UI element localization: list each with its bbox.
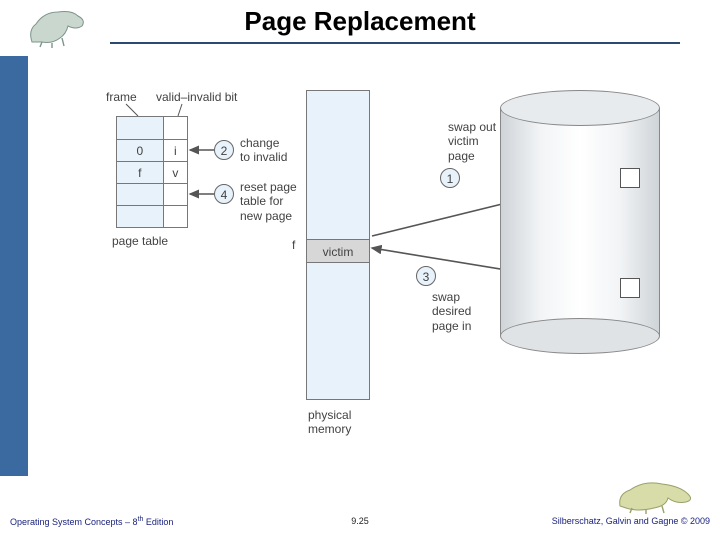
page-table-row: fv	[117, 161, 187, 183]
f-left-label: f	[292, 238, 295, 252]
footer-right: Silberschatz, Galvin and Gagne © 2009	[552, 516, 710, 526]
step-1-badge: 1	[440, 168, 460, 188]
page-title: Page Replacement	[244, 6, 475, 37]
dinosaur-bottom-icon	[614, 474, 702, 514]
step-3-badge: 3	[416, 266, 436, 286]
step-4-badge: 4	[214, 184, 234, 204]
change-to-invalid-label: change to invalid	[240, 136, 287, 165]
page-table-row	[117, 183, 187, 205]
valid-invalid-bit-label: valid–invalid bit	[156, 90, 256, 104]
disk-page-square	[620, 278, 640, 298]
reset-page-table-label: reset page table for new page	[240, 180, 297, 223]
left-sidebar	[0, 56, 28, 476]
footer: Operating System Concepts – 8th Edition …	[0, 516, 720, 534]
disk-cylinder	[500, 90, 660, 354]
swap-out-label: swap out victim page	[448, 120, 496, 163]
page-table-row: 0i	[117, 139, 187, 161]
diagram: frame valid–invalid bit 0i fv page table…	[60, 72, 670, 472]
page-table-row	[117, 205, 187, 227]
frame-label: frame	[106, 90, 137, 104]
page-table-caption: page table	[112, 234, 168, 248]
swap-in-label: swap desired page in	[432, 290, 471, 333]
page-table: 0i fv	[116, 116, 188, 228]
disk-page-square	[620, 168, 640, 188]
title-underline	[110, 42, 680, 44]
physical-memory: victim	[306, 90, 370, 400]
victim-slot: victim	[307, 239, 369, 263]
physical-memory-caption: physical memory	[308, 408, 351, 437]
step-2-badge: 2	[214, 140, 234, 160]
page-table-row	[117, 117, 187, 139]
